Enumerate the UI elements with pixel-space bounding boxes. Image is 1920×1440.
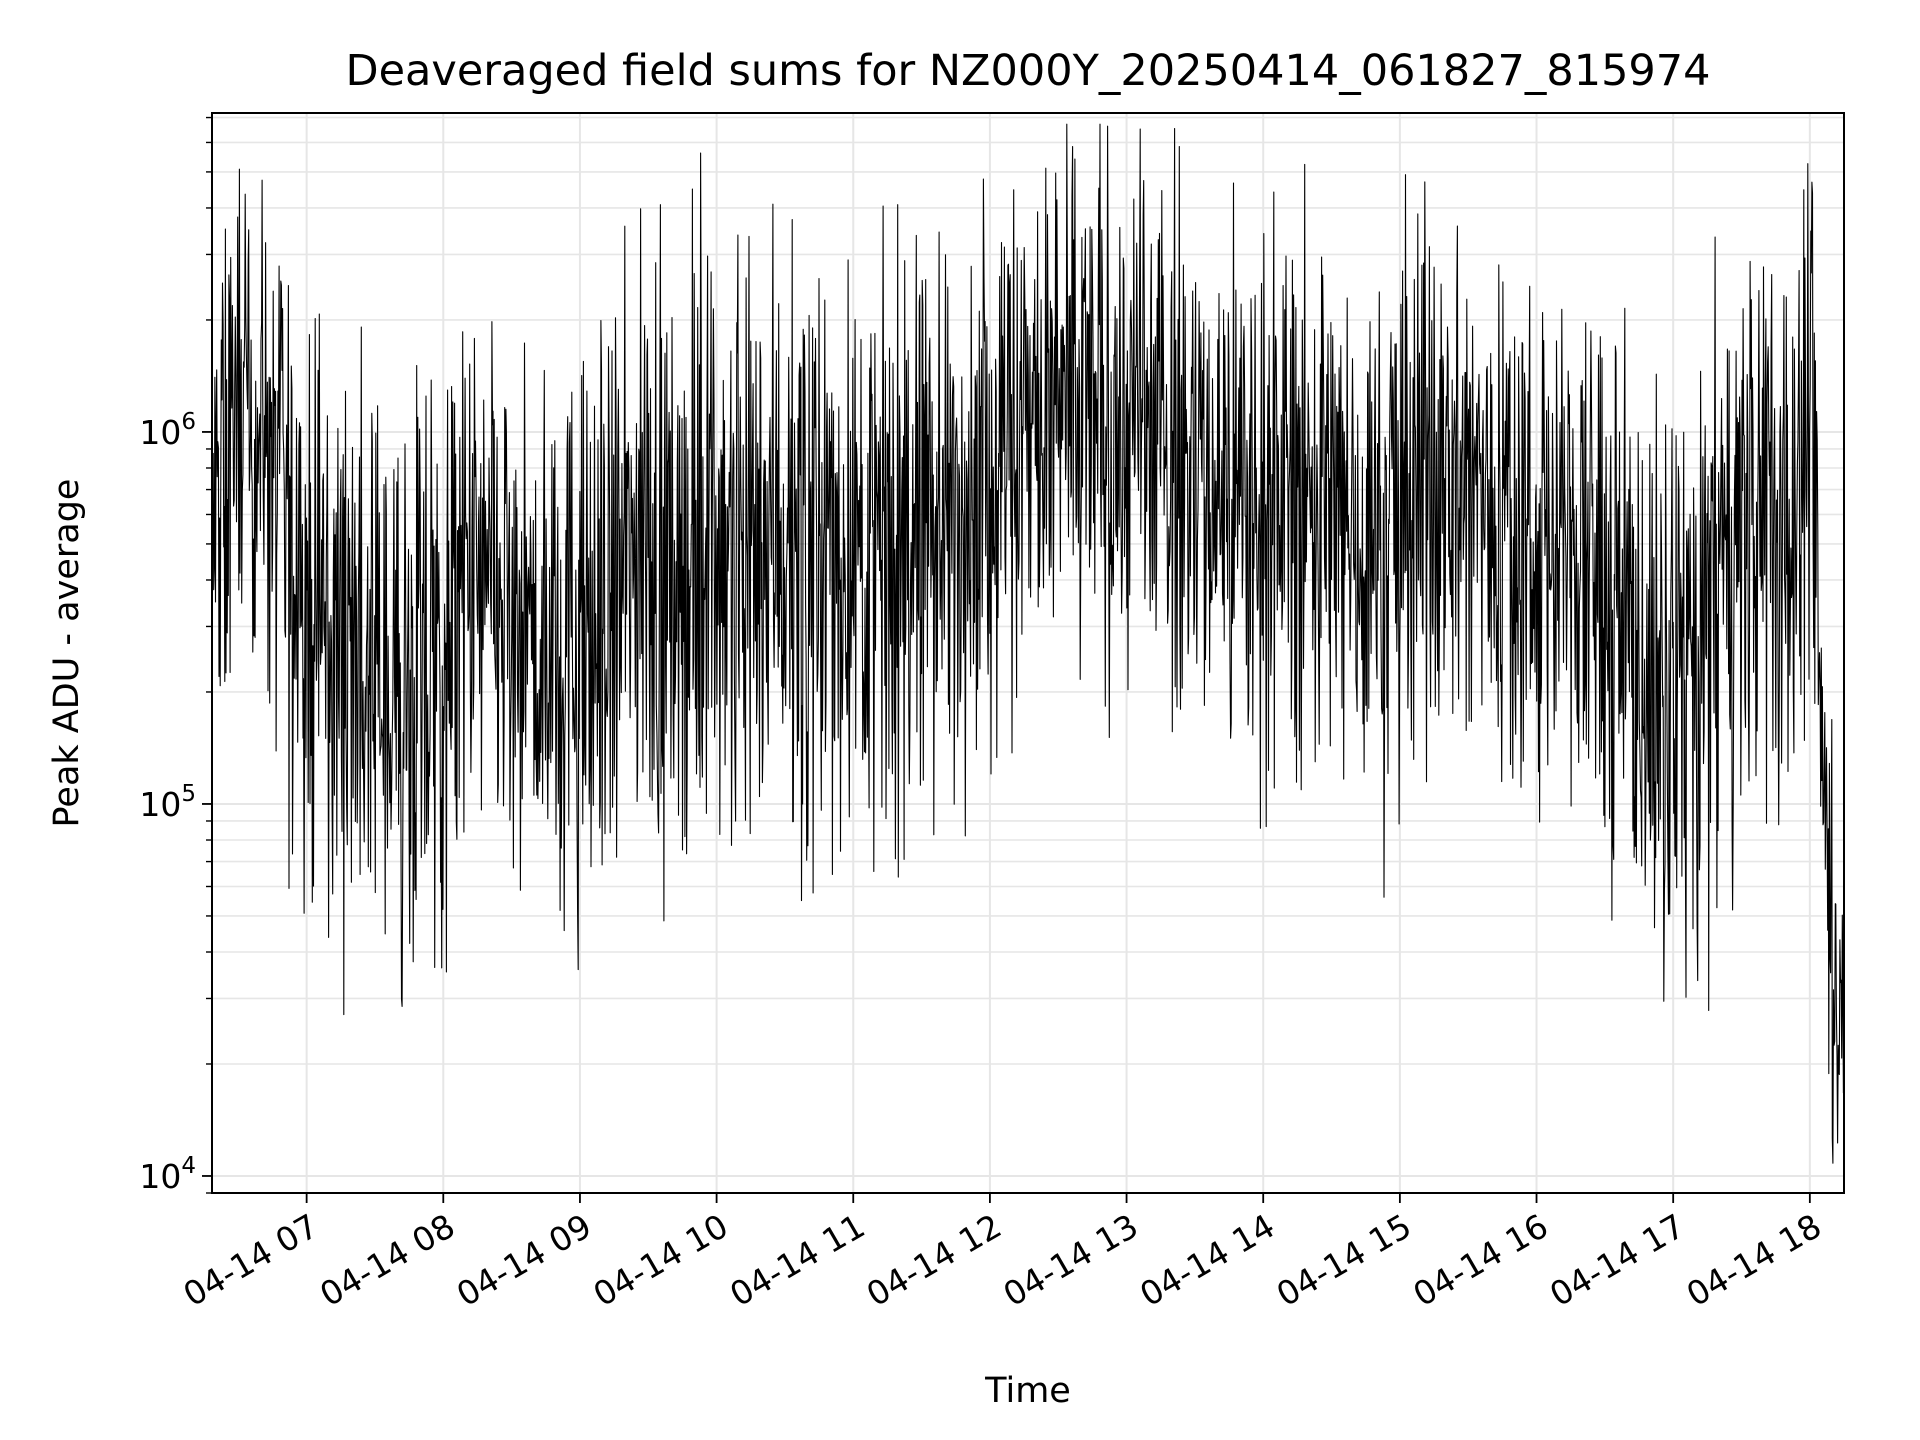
series-line: [211, 123, 1845, 1164]
chart-title: Deaveraged field sums for NZ000Y_2025041…: [345, 46, 1710, 96]
y-axis: 104 105 106: [139, 116, 212, 1196]
series-layer: [211, 123, 1845, 1164]
x-axis-label: Time: [984, 1371, 1071, 1411]
y-tick-label: 105: [139, 781, 196, 824]
y-tick-label: 104: [139, 1153, 196, 1196]
y-tick-label: 106: [139, 409, 196, 452]
y-axis-label: Peak ADU - average: [47, 479, 87, 828]
plot-frame: [211, 112, 1845, 1194]
